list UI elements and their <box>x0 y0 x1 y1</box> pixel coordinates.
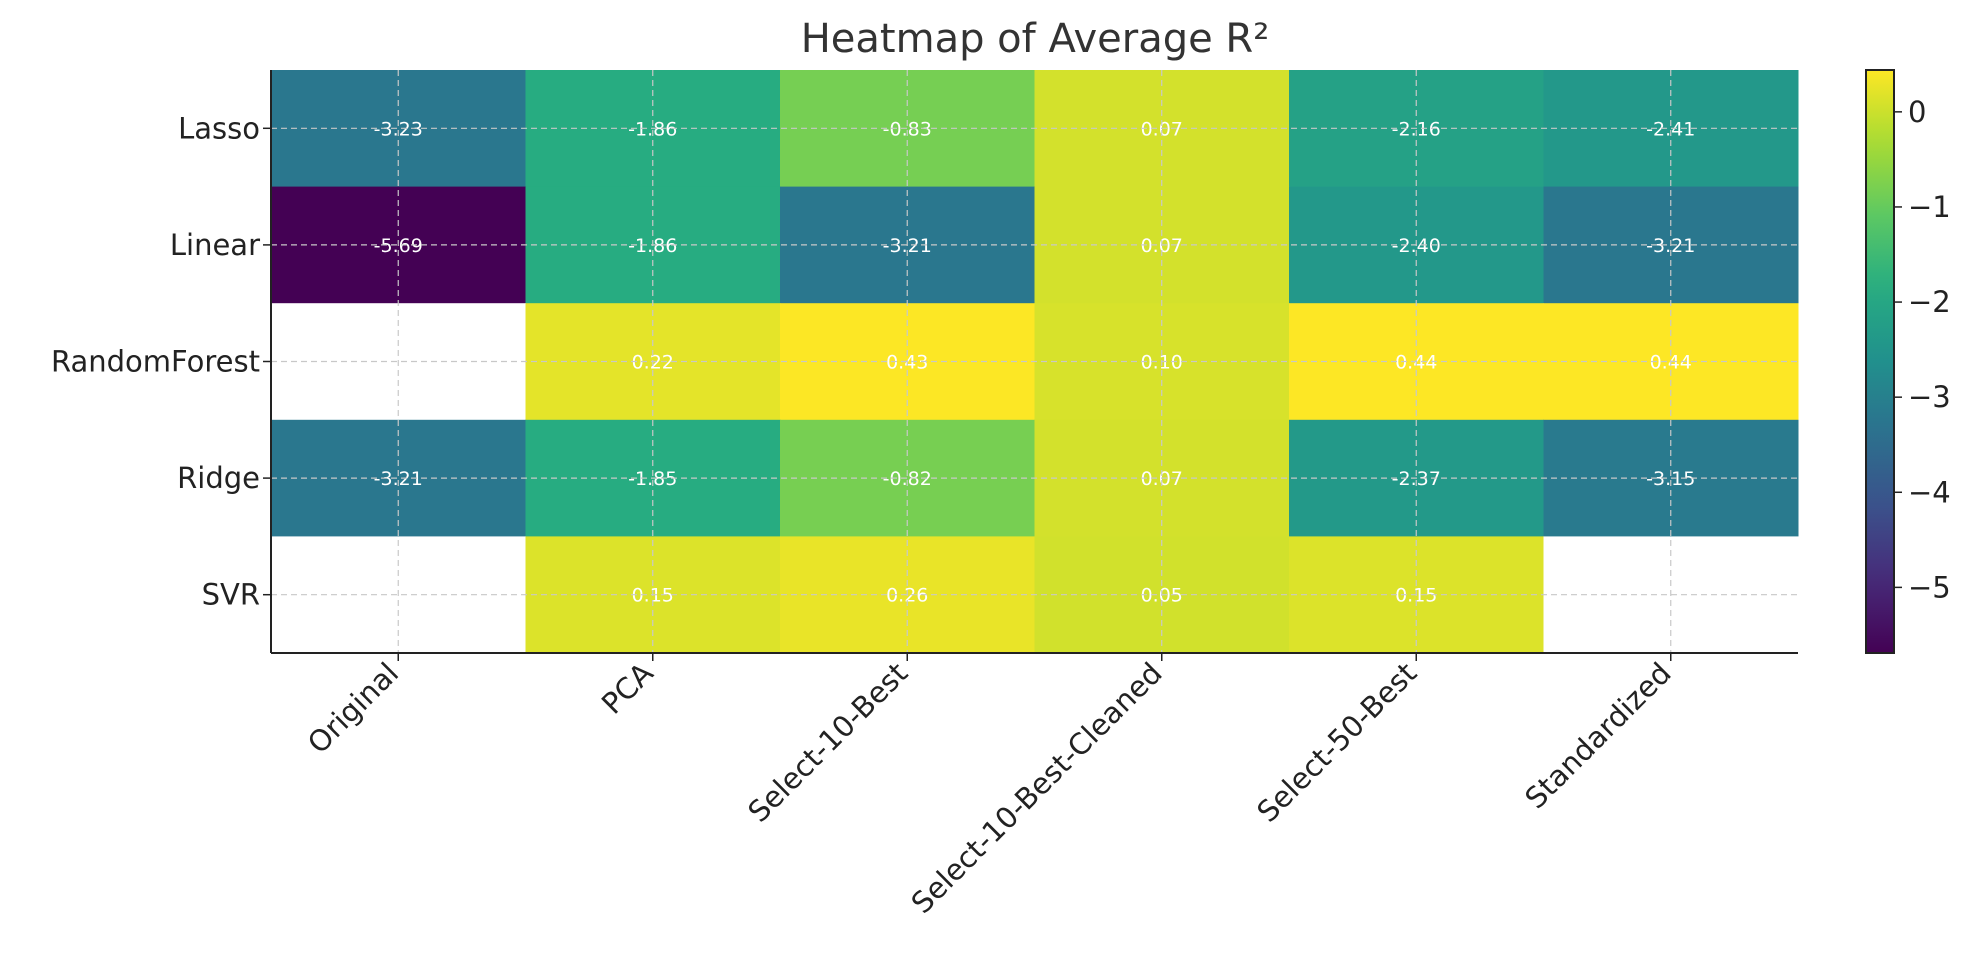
cell-value-label: -2.41 <box>1646 118 1695 140</box>
cell-value-label: -2.16 <box>1392 118 1441 140</box>
colorbar-tick-label: −2 <box>1908 285 1951 319</box>
colorbar-tick-label: −3 <box>1908 380 1951 414</box>
cell-value-label: -0.82 <box>883 468 932 490</box>
gridlines <box>271 70 1798 653</box>
cell-value-label: 0.07 <box>1141 468 1183 490</box>
y-tick-label: Lasso <box>178 111 260 145</box>
cell-value-label: -3.15 <box>1646 468 1695 490</box>
colorbar-gradient <box>1865 69 1895 654</box>
cell-value-label: -1.85 <box>628 468 677 490</box>
x-tick-label: Standardized <box>1518 656 1677 815</box>
colorbar-tick-label: −1 <box>1908 190 1951 224</box>
y-tick-label: Ridge <box>177 461 260 495</box>
heatmap-cell-labels: -3.23 -1.86 -0.83 0.07 -2.16 -2.41-5.69 -1.86-… <box>374 118 1696 606</box>
cell-value-label: 0.07 <box>1141 118 1183 140</box>
cell-value-label: -1.86 <box>628 118 677 140</box>
y-tick-label: Linear <box>170 228 260 262</box>
y-tick-label: RandomForest <box>51 345 260 379</box>
x-tick-label: Select-10-Best <box>741 656 914 829</box>
chart-title: Heatmap of Average R² <box>801 16 1270 62</box>
x-tick-label: Select-10-Best-Cleaned <box>905 656 1169 920</box>
cell-value-label: -2.37 <box>1392 468 1441 490</box>
colorbar-tick-label: −4 <box>1908 475 1951 509</box>
x-tick-label: PCA <box>595 656 660 721</box>
y-tick-label: SVR <box>202 578 260 612</box>
cell-value-label: -3.23 <box>374 118 423 140</box>
y-tick-labels: Lasso Linear RandomForest Ridge SVR <box>51 111 260 611</box>
axes <box>263 70 1798 661</box>
colorbar-tick-label: −5 <box>1908 570 1951 604</box>
x-tick-label: Select-50-Best <box>1250 656 1423 829</box>
x-tick-label: Original <box>301 656 405 760</box>
cell-value-label: -0.83 <box>883 118 932 140</box>
cell-value-label: -3.21 <box>374 468 423 490</box>
x-tick-labels: Original PCA Select-10-BestSelect-10-Best-… <box>301 656 1678 920</box>
colorbar-tick-label: 0 <box>1908 95 1926 129</box>
colorbar: 0 −1 −2 −3 −4 −5 <box>1865 69 1951 654</box>
